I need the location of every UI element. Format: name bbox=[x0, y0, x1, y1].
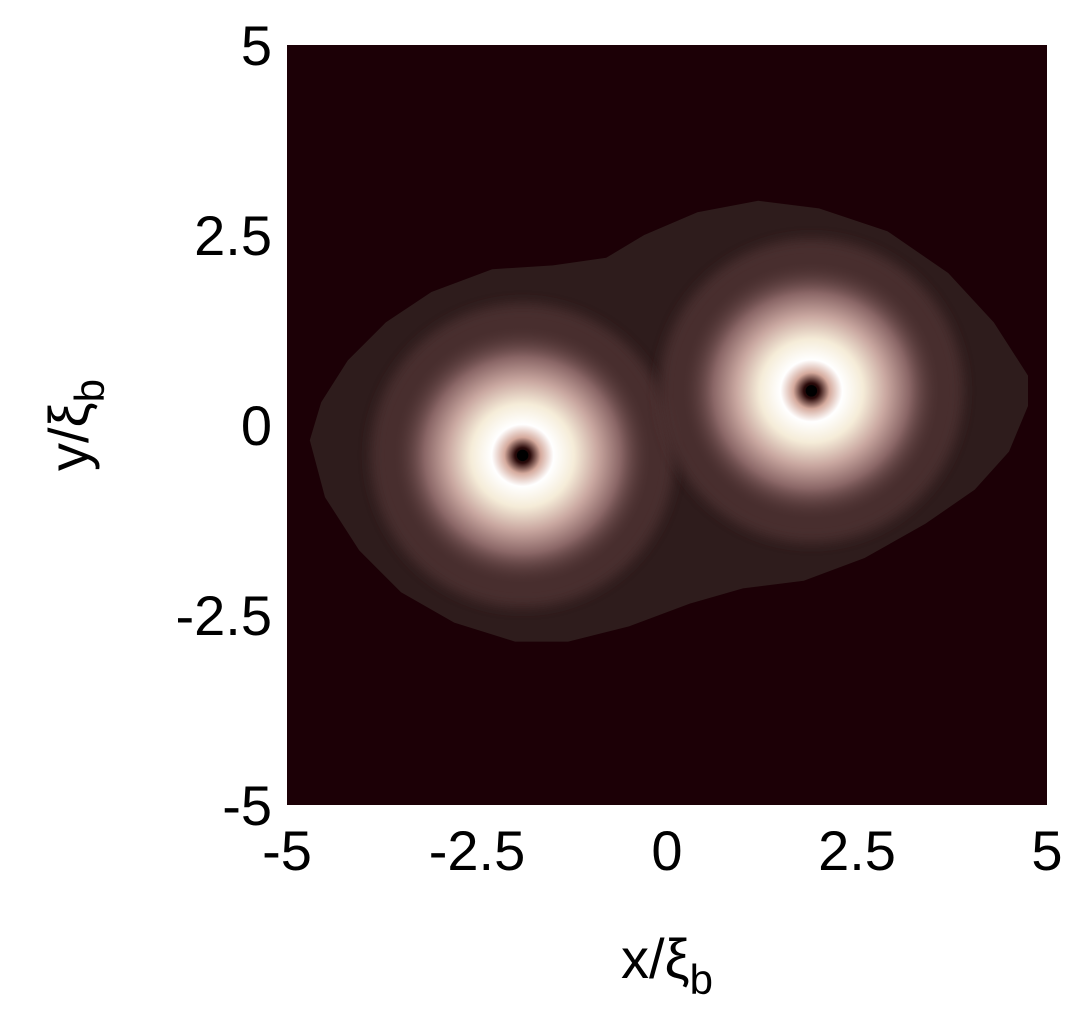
y-axis-label-main: y/ξ bbox=[37, 402, 100, 471]
y-tick-label: 2.5 bbox=[194, 204, 272, 267]
x-axis-label-main: x/ξ bbox=[621, 927, 690, 990]
y-axis-ticks: 5 2.5 0 -2.5 -5 bbox=[176, 14, 273, 837]
x-axis-label: x/ξb bbox=[621, 927, 713, 1003]
x-axis-label-sub: b bbox=[690, 956, 713, 1003]
y-tick-label: -2.5 bbox=[176, 584, 273, 647]
x-tick-label: 5 bbox=[1031, 819, 1062, 882]
y-axis-label: y/ξb bbox=[37, 379, 113, 471]
vortex-core-1 bbox=[516, 449, 529, 462]
y-tick-label: -5 bbox=[222, 774, 272, 837]
plot-area bbox=[287, 45, 1047, 805]
vortex-core-2 bbox=[805, 385, 818, 397]
y-tick-label: 5 bbox=[241, 14, 272, 77]
x-tick-label: 0 bbox=[651, 819, 682, 882]
x-tick-label: -2.5 bbox=[429, 819, 526, 882]
density-field bbox=[309, 200, 1028, 642]
y-axis-label-sub: b bbox=[66, 379, 113, 402]
y-tick-label: 0 bbox=[241, 394, 272, 457]
x-tick-label: -5 bbox=[262, 819, 312, 882]
x-axis-ticks: -5 -2.5 0 2.5 5 bbox=[262, 819, 1062, 882]
x-tick-label: 2.5 bbox=[818, 819, 896, 882]
